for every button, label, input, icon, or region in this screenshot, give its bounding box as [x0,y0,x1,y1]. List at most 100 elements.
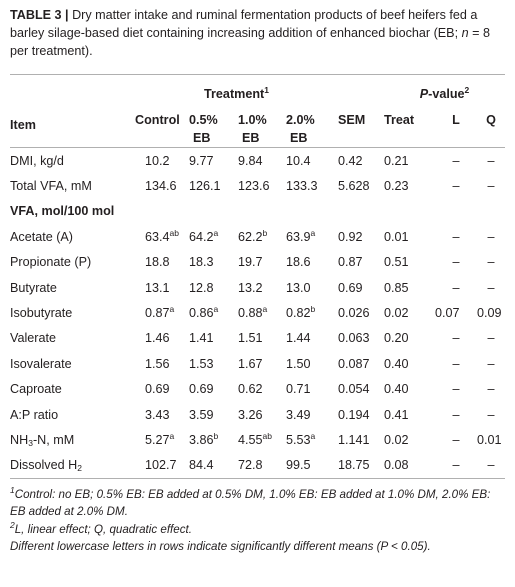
caption-n-text: = 8 per treatment). [10,26,490,58]
section-label-vfa: VFA, mol/100 mol [10,204,115,219]
header-row-groups: Treatment1 P-value2 [10,75,505,103]
cell-sem: 5.628 [338,179,370,194]
table-row: A:P ratio 3.43 3.59 3.26 3.49 0.194 0.41… [10,402,505,427]
row-label: Isobutyrate [10,306,73,321]
cell-treat: 0.85 [384,280,409,295]
table-footnotes: 1Control: no EB; 0.5% EB: EB added at 0.… [10,485,505,555]
table-caption: TABLE 3 | Dry matter intake and ruminal … [10,6,505,60]
cell-q: 0.09 [477,306,502,321]
cell-eb05: 0.86a [189,300,238,325]
cell-q: – [487,331,495,346]
row-label: Acetate (A) [10,229,73,244]
cell-value: 5.27 [145,432,170,447]
cell-eb20: 1.50 [286,356,311,371]
cell-eb05: 0.69 [189,382,214,397]
cell-l: – [452,179,460,194]
cell-eb10: 1.51 [238,331,263,346]
table-row: Propionate (P) 18.8 18.3 19.7 18.6 0.87 … [10,250,505,275]
cell-sem: 1.141 [338,432,370,447]
cell-value: 5.53 [286,432,311,447]
cell-l: 0.07 [435,306,460,321]
table-label: TABLE 3 | [10,8,69,22]
header-eb05-line1: 0.5% [189,113,218,127]
cell-l: – [452,458,460,473]
cell-eb10: 72.8 [238,458,263,473]
row-label-part: -N, mM [32,432,75,447]
cell-value: 4.55 [238,432,263,447]
table-row: NH3-N, mM 5.27a 3.86b 4.55ab 5.53a 1.141… [10,427,505,452]
cell-control: 63.4ab [135,224,189,249]
cell-treat: 0.20 [384,331,409,346]
cell-q: – [487,382,495,397]
caption-text: Dry matter intake and ruminal fermentati… [10,8,478,40]
cell-eb10: 3.26 [238,407,263,422]
cell-letter: a [310,430,316,441]
header-blank-sem [338,75,384,103]
cell-l: – [452,407,460,422]
cell-sem: 0.194 [338,407,370,422]
cell-eb10: 62.2b [238,224,286,249]
cell-sem: 0.054 [338,382,370,397]
header-rule [10,147,505,148]
cell-control: 18.8 [145,255,170,270]
cell-eb20: 99.5 [286,458,311,473]
cell-q: 0.01 [477,432,502,447]
cell-sem: 0.087 [338,356,370,371]
cell-sem: 18.75 [338,458,370,473]
cell-eb05: 18.3 [189,255,214,270]
cell-sem: 0.69 [338,280,363,295]
cell-letter: a [262,304,268,315]
pvalue-group-label: -value [428,87,465,101]
cell-letter: a [169,430,175,441]
table-row: Isobutyrate 0.87a 0.86a 0.88a 0.82b 0.02… [10,300,505,325]
cell-l: – [452,382,460,397]
cell-treat: 0.01 [384,229,409,244]
row-label: Butyrate [10,280,57,295]
cell-treat: 0.08 [384,458,409,473]
header-eb10: 1.0% EB [238,103,286,148]
cell-q: – [487,179,495,194]
section-row: VFA, mol/100 mol [10,199,505,224]
data-table: Treatment1 P-value2 Item Control 0.5% EB … [10,75,505,478]
cell-value: 3.86 [189,432,214,447]
header-treatment-group: Treatment1 [135,75,338,103]
cell-letter: a [310,227,316,238]
cell-value: 0.82 [286,306,311,321]
table-row: Acetate (A) 63.4ab 64.2a 62.2b 63.9a 0.9… [10,224,505,249]
header-row-columns: Item Control 0.5% EB 1.0% EB 2.0% EB SEM Tr… [10,103,505,148]
cell-control: 13.1 [145,280,170,295]
table-row: Butyrate 13.1 12.8 13.2 13.0 0.69 0.85 –… [10,275,505,300]
footnote-2-mark: 2 [10,520,15,531]
row-label: Propionate (P) [10,255,92,270]
cell-sem: 0.063 [338,331,370,346]
cell-control: 134.6 [145,179,177,194]
cell-sem: 0.026 [338,306,370,321]
cell-treat: 0.40 [384,382,409,397]
cell-letter: ab [169,227,179,238]
cell-value: 63.4 [145,229,170,244]
cell-control: 0.69 [145,382,170,397]
cell-q: – [487,229,495,244]
cell-letter: a [213,304,219,315]
header-q: Q [477,103,505,148]
footnote-1-mark: 1 [10,485,15,496]
cell-letter: a [169,304,175,315]
cell-control: 5.27a [135,427,189,452]
header-blank [10,75,135,103]
cell-eb05: 126.1 [189,179,221,194]
cell-eb10: 9.84 [238,153,263,168]
cell-treat: 0.41 [384,407,409,422]
cell-eb10: 123.6 [238,179,270,194]
row-label-subscript: 3 [28,437,33,448]
cell-letter: b [310,304,316,315]
cell-letter: a [213,227,219,238]
row-label-part: Dissolved H [10,458,78,473]
caption-n-symbol: n [461,26,469,40]
cell-control: 102.7 [145,458,177,473]
row-label-subscript: 2 [77,463,82,474]
cell-eb20: 5.53a [286,427,338,452]
cell-value: 63.9 [286,229,311,244]
row-label: Total VFA, mM [10,179,92,194]
header-control: Control [135,103,189,148]
